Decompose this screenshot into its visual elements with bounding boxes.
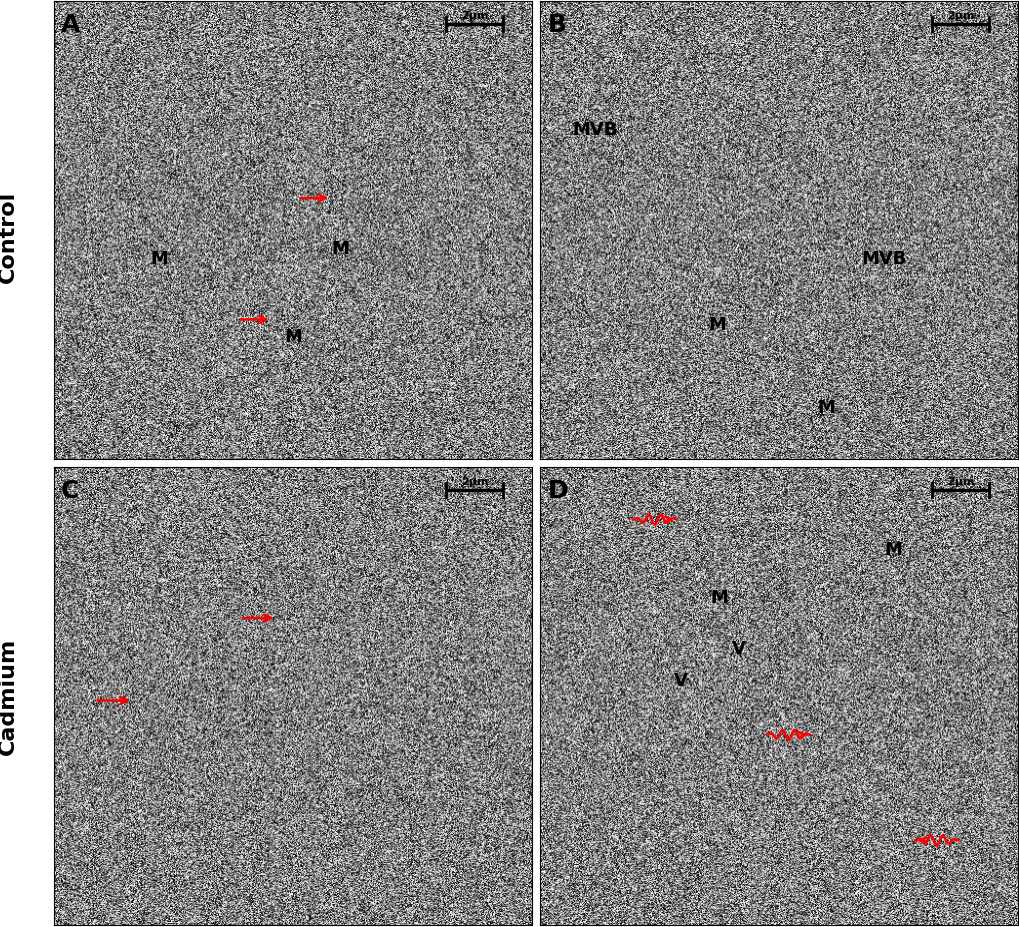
Text: 2μm: 2μm [461, 11, 488, 21]
Text: Cadmium: Cadmium [0, 637, 18, 754]
Text: M: M [331, 240, 350, 258]
Text: D: D [547, 478, 568, 502]
Text: B: B [547, 13, 566, 37]
Text: C: C [61, 478, 79, 502]
Text: M: M [817, 398, 835, 416]
Text: V: V [731, 639, 745, 657]
Text: M: M [707, 316, 726, 334]
Text: MVB: MVB [572, 121, 618, 139]
Text: M: M [883, 540, 902, 559]
Text: M: M [150, 249, 168, 267]
Text: MVB: MVB [861, 249, 906, 267]
Text: Control: Control [0, 190, 18, 283]
Text: 2μm: 2μm [461, 476, 488, 487]
Text: 2μm: 2μm [946, 11, 973, 21]
Text: M: M [283, 327, 302, 345]
Text: 2μm: 2μm [946, 476, 973, 487]
Text: V: V [674, 671, 688, 689]
Text: M: M [709, 589, 728, 606]
Text: A: A [61, 13, 81, 37]
